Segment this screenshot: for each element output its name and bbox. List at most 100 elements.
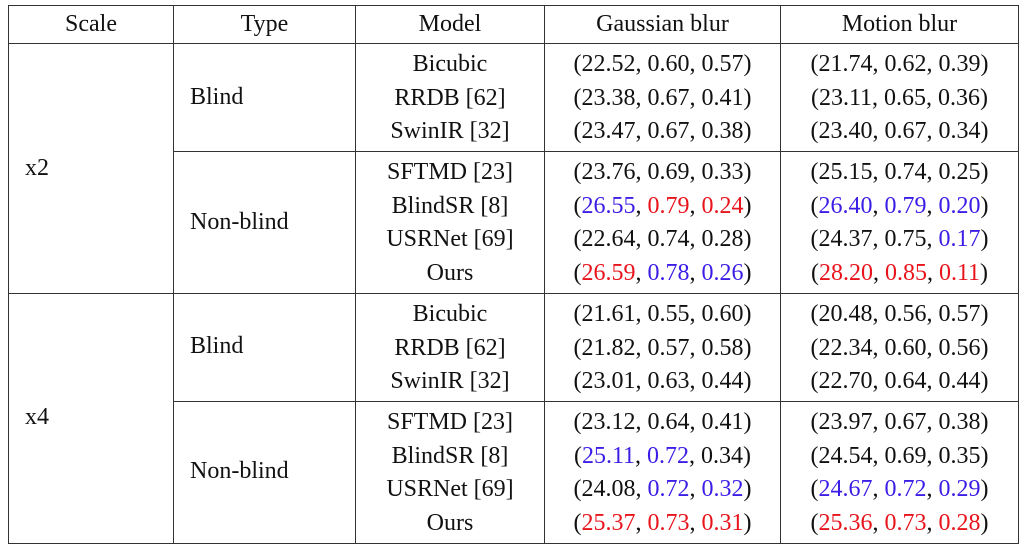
model-name: SwinIR [32] [390,368,510,395]
model-name: Ours [426,509,474,536]
motion-metrics: (23.97, 0.67, 0.38) [810,408,989,435]
metric-close-paren: ) [743,442,752,469]
table-row: Non-blind SFTMD [23] BlindSR [8] USRNet [69… [9,151,1019,294]
model-name: Bicubic [412,300,488,327]
metric-value: 0.63 [647,368,690,395]
type-cell: Blind [173,292,356,402]
metric-value: 0.33 [701,159,744,186]
metric-value: 0.62 [884,51,927,77]
metric-value: 0.11 [938,260,981,287]
scale-cell: x2 [8,43,174,294]
table-row: x4 Blind Bicubic RRDB [62] SwinIR [32] (21.61… [8,292,1019,544]
metric-value: 0.56 [938,334,981,361]
gaussian-metrics: (23.01, 0.63, 0.44) [573,368,752,395]
model-name: BlindSR [8] [391,192,509,219]
model-name: SFTMD [23] [386,159,513,186]
metric-open-paren: ( [810,84,819,111]
metric-open-paren: ( [573,509,582,536]
metric-open-paren: ( [573,300,582,327]
metric-value: 0.69 [647,159,690,186]
metric-value: 0.72 [647,476,690,503]
metric-value: 0.41 [701,408,744,435]
metric-close-paren: ) [980,159,989,186]
type-cell: Non-blind [173,151,356,294]
metric-close-paren: ) [743,334,752,361]
metric-value: 0.74 [884,159,927,186]
motion-blur-cell: (20.48, 0.56, 0.57) (22.34, 0.60, 0.56) (2… [780,292,1019,402]
metric-value: 0.72 [647,442,690,469]
header-gaussian-blur: Gaussian blur [544,5,781,44]
metric-close-paren: ) [980,118,989,145]
table-row: x2 Blind Bicubic RRDB [62] SwinIR [32] (22.52… [8,42,1019,294]
metric-open-paren: ( [810,300,819,327]
metric-value: 25.15 [818,159,873,186]
metric-open-paren: ( [573,442,582,469]
metric-value: 23.76 [581,159,636,186]
gaussian-blur-cell: (21.61, 0.55, 0.60) (21.82, 0.57, 0.58) (2… [544,292,781,402]
metric-open-paren: ( [810,368,819,395]
header-type: Type [173,5,356,44]
metric-value: 0.67 [884,408,927,435]
motion-metrics: (24.37, 0.75, 0.17) [810,226,989,253]
metric-close-paren: ) [980,51,989,77]
model-name: Bicubic [412,51,488,77]
metric-value: 0.67 [647,118,690,145]
metric-value: 23.38 [581,84,636,111]
header-scale: Scale [8,5,174,44]
metric-value: 23.12 [581,408,636,435]
metric-value: 0.20 [938,192,981,219]
metric-value: 0.26 [701,260,744,287]
metric-close-paren: ) [980,192,989,219]
metric-close-paren: ) [743,159,752,186]
metric-value: 0.41 [701,84,744,111]
model-name: USRNet [69] [386,476,514,503]
metric-value: 24.67 [818,476,873,503]
metric-close-paren: ) [980,476,989,503]
metric-close-paren: ) [980,442,989,469]
metric-open-paren: ( [573,51,582,77]
metric-open-paren: ( [573,260,582,287]
metric-value: 20.48 [818,300,873,327]
metric-open-paren: ( [573,84,582,111]
metric-open-paren: ( [810,118,819,145]
model-cell: Bicubic RRDB [62] SwinIR [32] [355,292,545,402]
metric-value: 0.79 [647,192,690,219]
metric-value: 0.74 [647,226,690,253]
metric-value: 0.67 [884,118,927,145]
model-cell: Bicubic RRDB [62] SwinIR [32] [355,42,545,153]
metric-value: 0.36 [938,84,981,111]
gaussian-metrics: (22.64, 0.74, 0.28) [573,226,752,253]
gaussian-metrics: (25.37, 0.73, 0.31) [573,509,752,536]
motion-metrics: (28.20, 0.85, 0.11) [810,260,989,287]
gaussian-metrics: (21.61, 0.55, 0.60) [573,300,752,327]
metric-close-paren: ) [743,408,752,435]
model-name: RRDB [62] [394,334,506,361]
metric-value: 0.24 [701,192,744,219]
metric-value: 25.36 [818,509,873,536]
metric-value: 0.72 [884,476,927,503]
metric-value: 0.64 [884,368,927,395]
metric-value: 0.85 [884,260,927,287]
metric-close-paren: ) [980,334,989,361]
metric-value: 0.39 [938,51,981,77]
metric-value: 25.11 [581,442,636,469]
motion-metrics: (25.15, 0.74, 0.25) [810,159,989,186]
header-model: Model [355,5,545,44]
metric-close-paren: ) [743,51,752,77]
metric-open-paren: ( [810,509,819,536]
model-cell: SFTMD [23] BlindSR [8] USRNet [69] Ours [355,151,545,294]
metric-value: 0.69 [884,442,927,469]
gaussian-metrics: (23.76, 0.69, 0.33) [573,159,752,186]
model-name: BlindSR [8] [391,442,509,469]
metric-value: 25.37 [581,509,636,536]
model-name: SFTMD [23] [386,408,513,435]
metric-value: 22.64 [581,226,636,253]
metric-value: 0.58 [701,334,744,361]
metric-value: 0.34 [938,118,981,145]
metric-value: 0.78 [647,260,690,287]
metric-value: 0.60 [647,51,690,77]
motion-blur-cell: (21.74, 0.62, 0.39) (23.11, 0.65, 0.36) (2… [780,42,1019,153]
metric-open-paren: ( [810,334,819,361]
model-name: RRDB [62] [394,84,506,111]
metric-close-paren: ) [743,300,752,327]
